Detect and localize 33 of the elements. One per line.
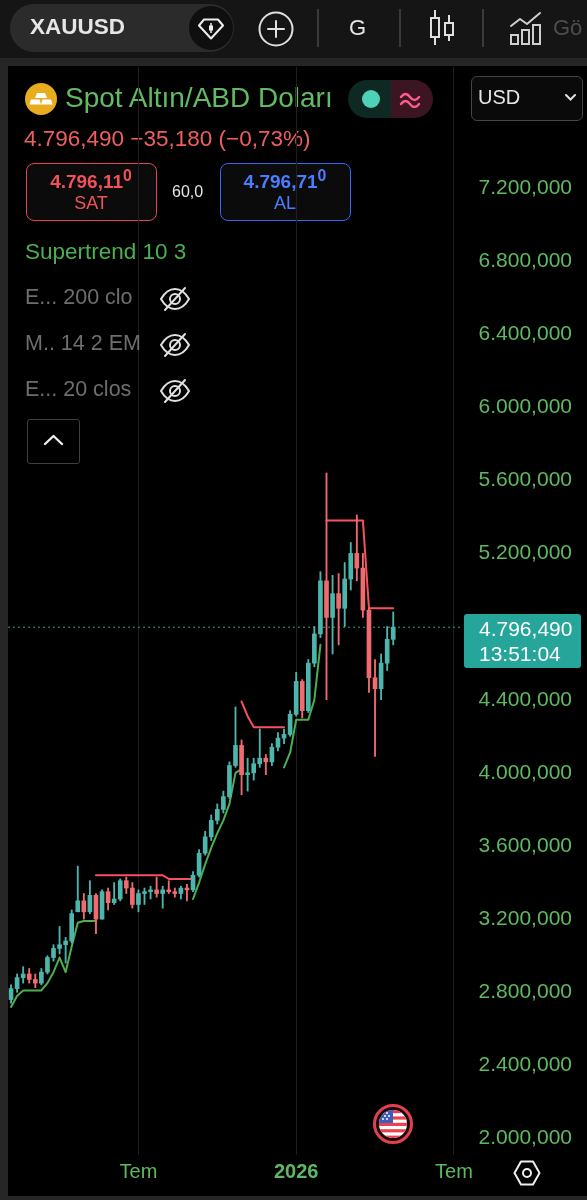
y-tick-label: 2.800,000	[478, 979, 572, 1003]
annotation: M.. 14 2 EM	[25, 331, 141, 355]
y-tick-label: 6.000,000	[478, 393, 572, 417]
text: G	[349, 15, 367, 40]
y-tick-label: 6.800,000	[478, 247, 572, 271]
text: Gö	[553, 15, 583, 40]
x-tick-label: Tem	[119, 1159, 158, 1182]
text: USD	[478, 86, 521, 108]
y-tick-label: 6.400,000	[478, 320, 572, 344]
annotation: 60,0	[172, 183, 204, 200]
y-tick-label: 5.600,000	[478, 467, 572, 491]
text: 13:51:04	[479, 641, 561, 665]
text: Spot Altın/ABD Doları	[65, 82, 333, 113]
text: 4.796,490 −35,180 (−0,73%)	[24, 126, 311, 151]
annotation: E... 200 clo	[25, 285, 133, 309]
text: Supertrend 10 3	[25, 239, 187, 264]
y-tick-label: 4.400,000	[478, 686, 572, 710]
y-tick-label: 3.200,000	[478, 905, 572, 929]
y-tick-label: 3.600,000	[478, 832, 572, 856]
annotation: AL	[273, 193, 297, 213]
y-tick-label: 4.000,000	[478, 759, 572, 783]
annotation: 4.796,11$^{0}$	[50, 167, 132, 193]
y-tick-label: 2.000,000	[478, 1125, 572, 1149]
y-tick-label: 7.200,000	[478, 174, 572, 198]
y-tick-label: 5.200,000	[478, 540, 572, 564]
x-tick-label: Tem	[435, 1159, 473, 1182]
text: 4.796,490	[479, 616, 573, 640]
y-tick-label: 2.400,000	[478, 1052, 572, 1076]
annotation: 4.796,71$^{0}$	[243, 167, 327, 193]
x-tick-label: 2026	[273, 1159, 319, 1182]
annotation: SAT	[74, 193, 108, 213]
annotation: E... 20 clos	[25, 377, 132, 401]
text: XAUUSD	[30, 14, 126, 39]
